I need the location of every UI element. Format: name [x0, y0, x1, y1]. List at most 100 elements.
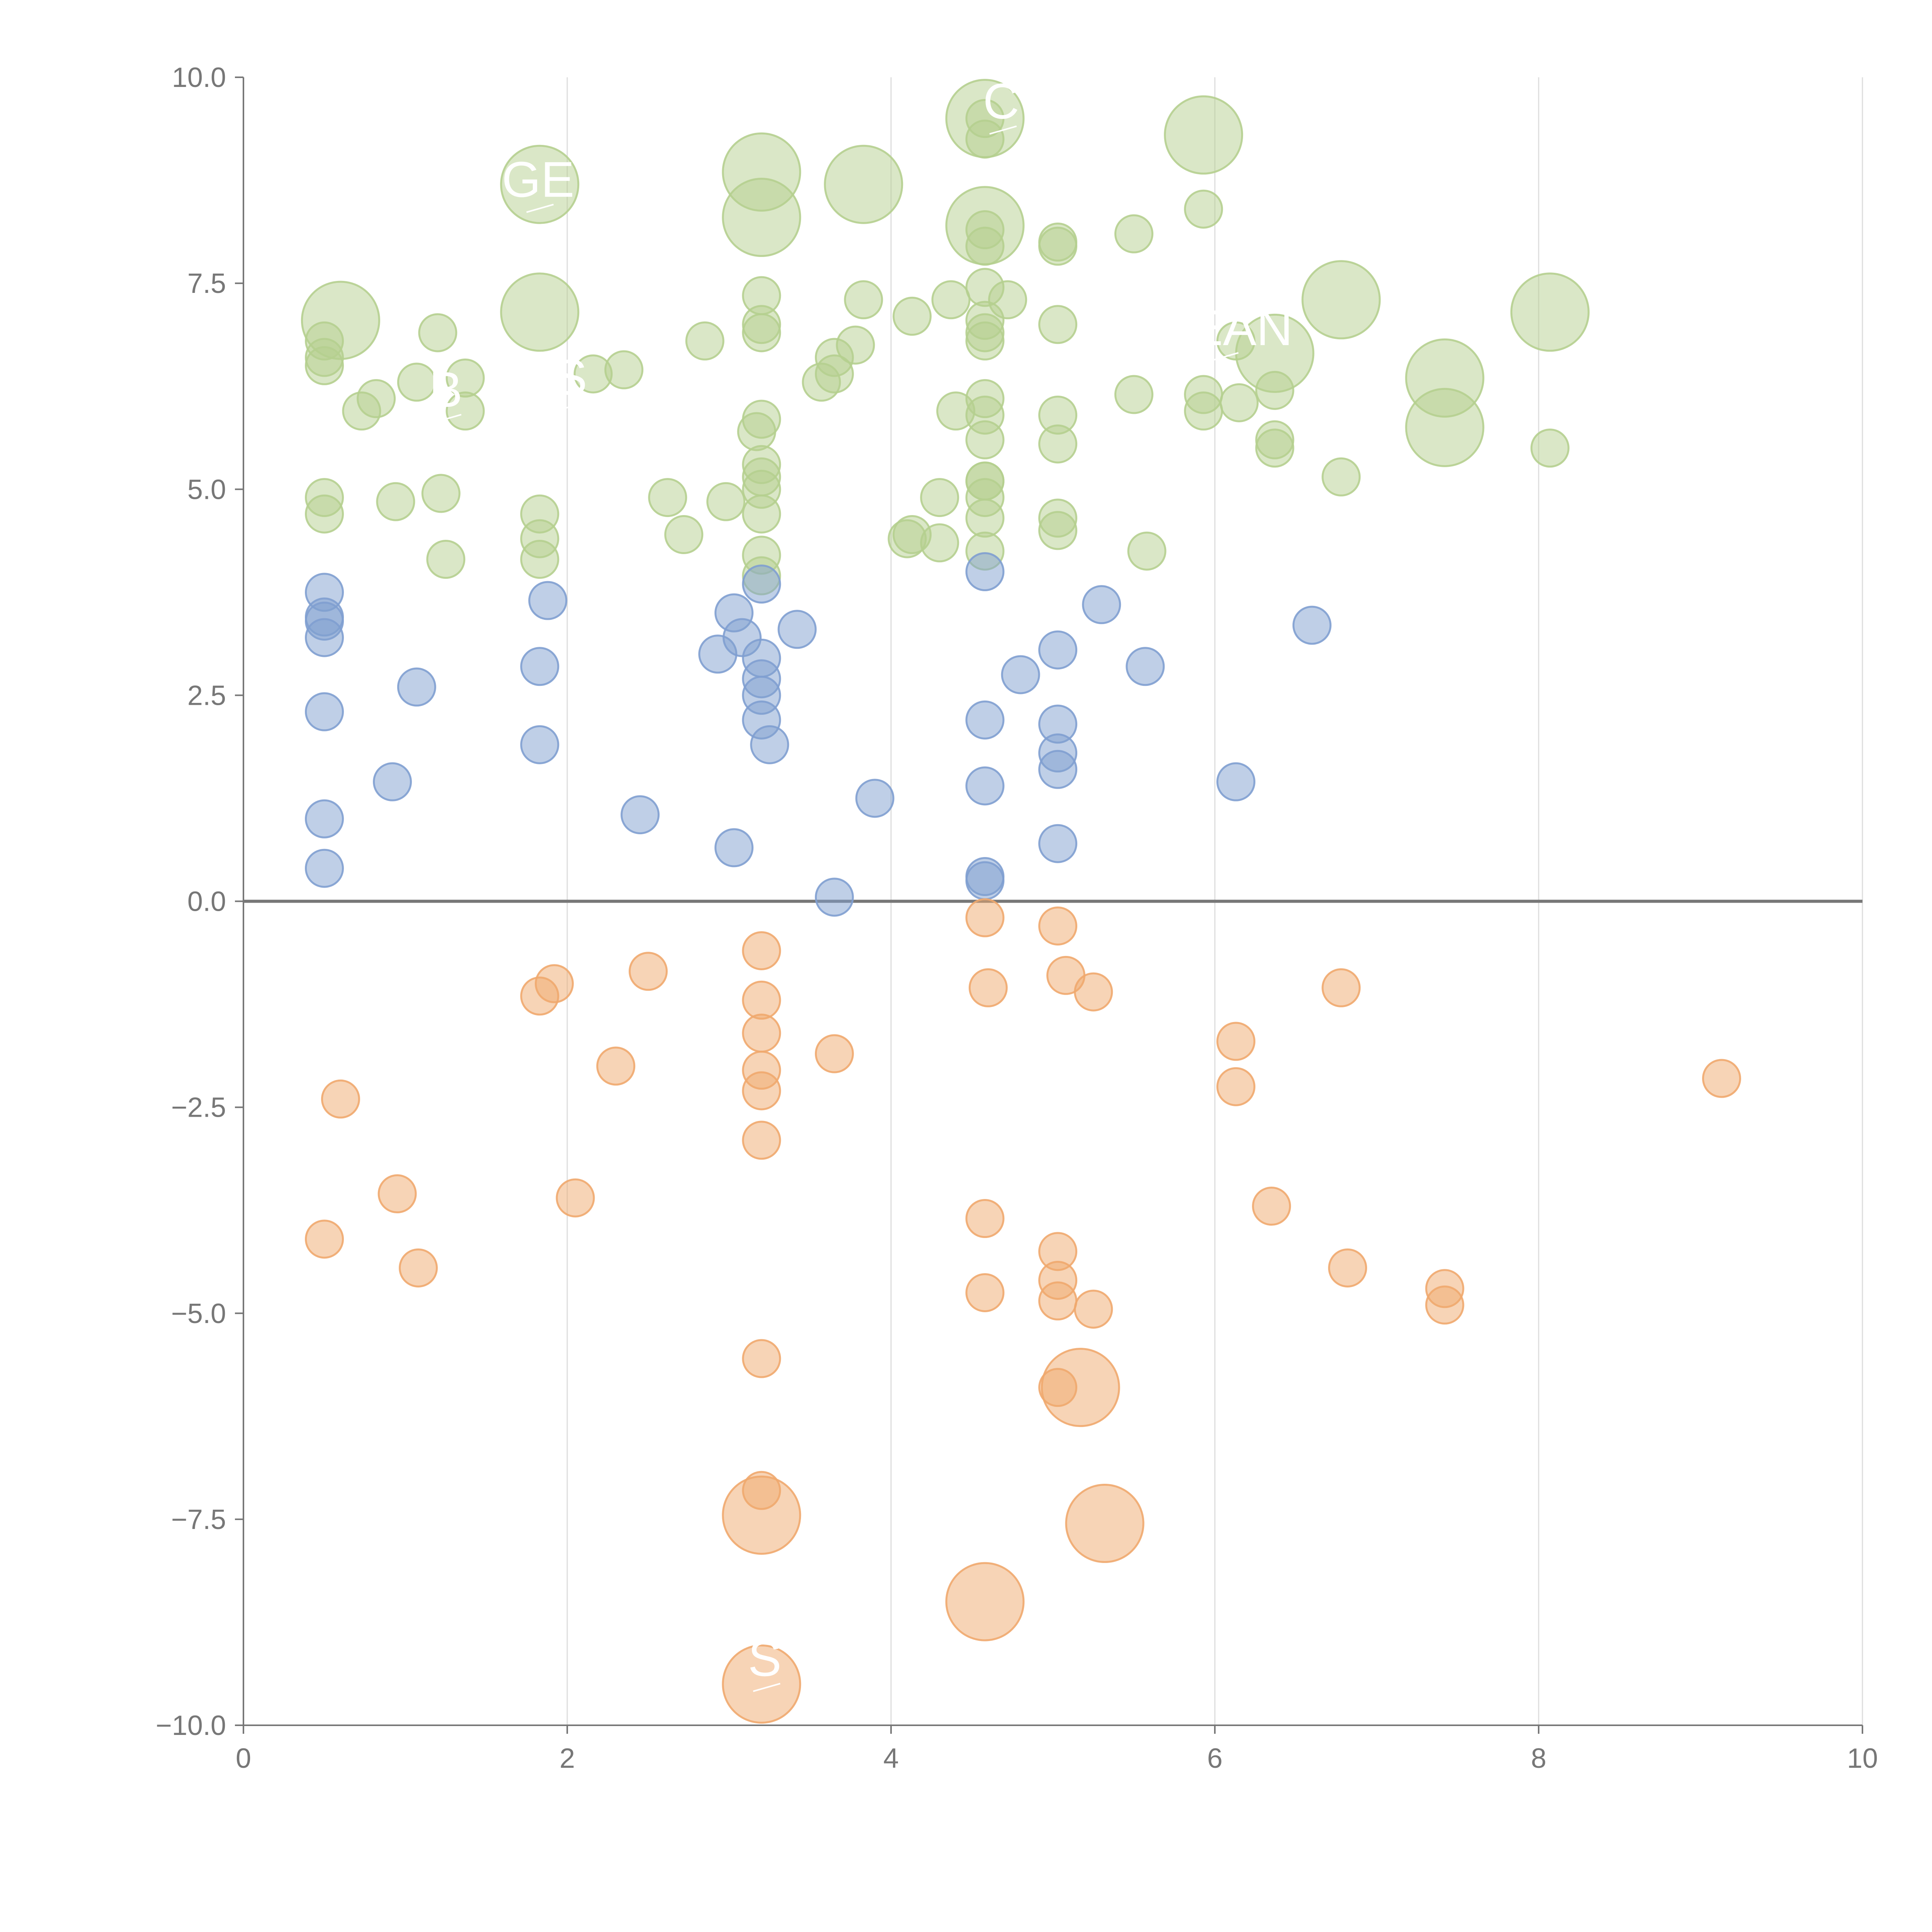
bubble-point[interactable]: [520, 725, 560, 764]
bubble-point[interactable]: [1038, 511, 1078, 550]
bubble-point[interactable]: [1065, 1484, 1145, 1563]
bubble-point[interactable]: [305, 799, 344, 838]
bubble-point[interactable]: [528, 581, 568, 620]
bubble-point[interactable]: [1074, 972, 1113, 1012]
bubble-point[interactable]: [376, 482, 415, 521]
bubble-point[interactable]: [1164, 95, 1243, 175]
bubble-point[interactable]: [1126, 647, 1165, 686]
bubble-point[interactable]: [1255, 429, 1294, 468]
bubble-point[interactable]: [742, 1339, 781, 1378]
bubble-point[interactable]: [1082, 585, 1121, 624]
bubble-point[interactable]: [742, 313, 781, 352]
bubble-point[interactable]: [815, 354, 854, 394]
bubble-point[interactable]: [777, 610, 817, 649]
bubble-point[interactable]: [965, 700, 1005, 740]
bubble-point[interactable]: [1038, 1281, 1078, 1321]
bubble-point[interactable]: [664, 515, 704, 554]
bubble-point[interactable]: [305, 849, 344, 888]
bubble-point[interactable]: [742, 980, 781, 1020]
bubble-point[interactable]: [1038, 824, 1078, 863]
bubble-point[interactable]: [1216, 762, 1255, 801]
bubble-point[interactable]: [1530, 429, 1570, 468]
bubble-point[interactable]: [965, 898, 1005, 937]
bubble-point[interactable]: [722, 178, 801, 257]
bubble-point[interactable]: [305, 618, 344, 657]
bubble-point[interactable]: [1127, 531, 1167, 571]
bubble-point[interactable]: [1038, 305, 1078, 344]
bubble-point[interactable]: [1038, 906, 1078, 946]
bubble-point[interactable]: [945, 1562, 1025, 1641]
bubble-point[interactable]: [446, 358, 485, 398]
bubble-point[interactable]: [1184, 391, 1223, 431]
bubble-point[interactable]: [1321, 457, 1361, 497]
bubble-point[interactable]: [965, 552, 1005, 591]
bubble-point[interactable]: [418, 313, 457, 352]
bubble-point[interactable]: [920, 478, 959, 517]
bubble-point[interactable]: [1038, 424, 1078, 464]
bubble-point[interactable]: [965, 1273, 1005, 1312]
bubble-point[interactable]: [965, 498, 1005, 538]
bubble-point[interactable]: [1041, 1348, 1120, 1427]
bubble-point[interactable]: [1114, 214, 1153, 253]
bubble-point[interactable]: [500, 272, 580, 352]
bubble-point[interactable]: [742, 1071, 781, 1111]
bubble-point[interactable]: [1255, 371, 1294, 410]
bubble-point[interactable]: [621, 795, 660, 835]
bubble-point[interactable]: [844, 280, 883, 320]
bubble-point[interactable]: [305, 494, 344, 534]
bubble-point[interactable]: [742, 1121, 781, 1160]
bubble-point[interactable]: [931, 280, 971, 320]
bubble-point[interactable]: [421, 474, 461, 513]
bubble-point[interactable]: [305, 1219, 344, 1259]
bubble-point[interactable]: [372, 762, 412, 801]
bubble-point[interactable]: [742, 494, 781, 534]
bubble-point[interactable]: [305, 692, 344, 731]
bubble-point[interactable]: [397, 362, 436, 402]
bubble-point[interactable]: [1328, 1248, 1367, 1287]
bubble-point[interactable]: [965, 226, 1005, 266]
bubble-point[interactable]: [378, 1174, 417, 1214]
bubble-point[interactable]: [815, 878, 854, 917]
bubble-point[interactable]: [556, 1178, 595, 1218]
bubble-point[interactable]: [988, 280, 1027, 320]
bubble-point[interactable]: [965, 420, 1005, 459]
bubble-point[interactable]: [321, 1079, 360, 1119]
bubble-point[interactable]: [815, 1034, 854, 1073]
bubble-point[interactable]: [920, 523, 959, 563]
bubble-point[interactable]: [1114, 375, 1153, 414]
bubble-point[interactable]: [1252, 1187, 1291, 1226]
bubble-point[interactable]: [1038, 630, 1078, 670]
bubble-point[interactable]: [1405, 388, 1485, 467]
bubble-point[interactable]: [500, 145, 580, 224]
bubble-point[interactable]: [1702, 1059, 1741, 1098]
bubble-point[interactable]: [968, 968, 1008, 1007]
bubble-point[interactable]: [604, 350, 644, 389]
bubble-point[interactable]: [520, 647, 560, 686]
bubble-point[interactable]: [1301, 260, 1381, 340]
bubble-point[interactable]: [1001, 655, 1040, 694]
bubble-point[interactable]: [742, 1014, 781, 1053]
bubble-point[interactable]: [648, 478, 687, 517]
bubble-point[interactable]: [892, 296, 932, 336]
bubble-point[interactable]: [1074, 1289, 1113, 1329]
bubble-point[interactable]: [426, 540, 466, 579]
bubble-point[interactable]: [596, 1046, 636, 1086]
bubble-point[interactable]: [742, 564, 781, 604]
bubble-point[interactable]: [750, 725, 789, 764]
bubble-point[interactable]: [965, 766, 1005, 806]
bubble-point[interactable]: [1038, 750, 1078, 789]
bubble-point[interactable]: [1219, 383, 1259, 422]
bubble-point[interactable]: [520, 540, 560, 579]
bubble-point[interactable]: [855, 779, 895, 818]
bubble-point[interactable]: [397, 667, 436, 707]
bubble-point[interactable]: [742, 931, 781, 970]
bubble-point[interactable]: [706, 482, 746, 521]
bubble-point[interactable]: [1510, 272, 1590, 352]
bubble-point[interactable]: [1038, 226, 1078, 266]
bubble-point[interactable]: [965, 1199, 1005, 1238]
bubble-point[interactable]: [824, 145, 903, 224]
bubble-point[interactable]: [965, 119, 1005, 159]
bubble-point[interactable]: [301, 281, 380, 360]
bubble-point[interactable]: [629, 952, 668, 991]
bubble-point[interactable]: [722, 1475, 801, 1555]
